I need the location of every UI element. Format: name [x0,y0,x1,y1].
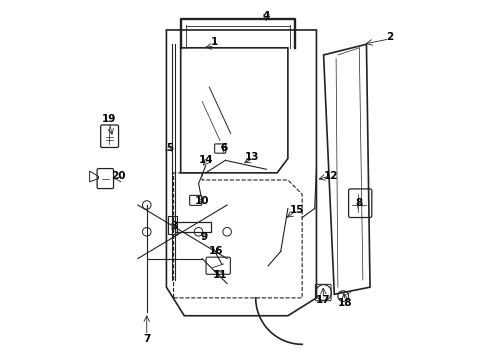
Text: 1: 1 [211,37,218,48]
Text: 18: 18 [338,298,352,308]
Text: 5: 5 [167,143,173,153]
Text: 20: 20 [111,171,125,181]
Text: 11: 11 [213,270,227,280]
Text: 14: 14 [198,156,213,165]
Text: 12: 12 [323,171,338,181]
Text: 19: 19 [102,114,117,124]
Bar [168,216,177,234]
Text: 10: 10 [195,197,209,206]
Text: 2: 2 [386,32,393,42]
Text: 13: 13 [245,152,259,162]
Text: 3: 3 [170,221,177,231]
Bar [175,222,211,232]
Text: 4: 4 [263,11,270,21]
Text: 8: 8 [356,198,363,208]
Text: 16: 16 [209,247,223,256]
Text: 9: 9 [200,232,207,242]
Text: 17: 17 [316,295,331,305]
Text: 6: 6 [220,143,227,153]
Text: 15: 15 [290,205,304,215]
Text: 7: 7 [143,334,150,344]
